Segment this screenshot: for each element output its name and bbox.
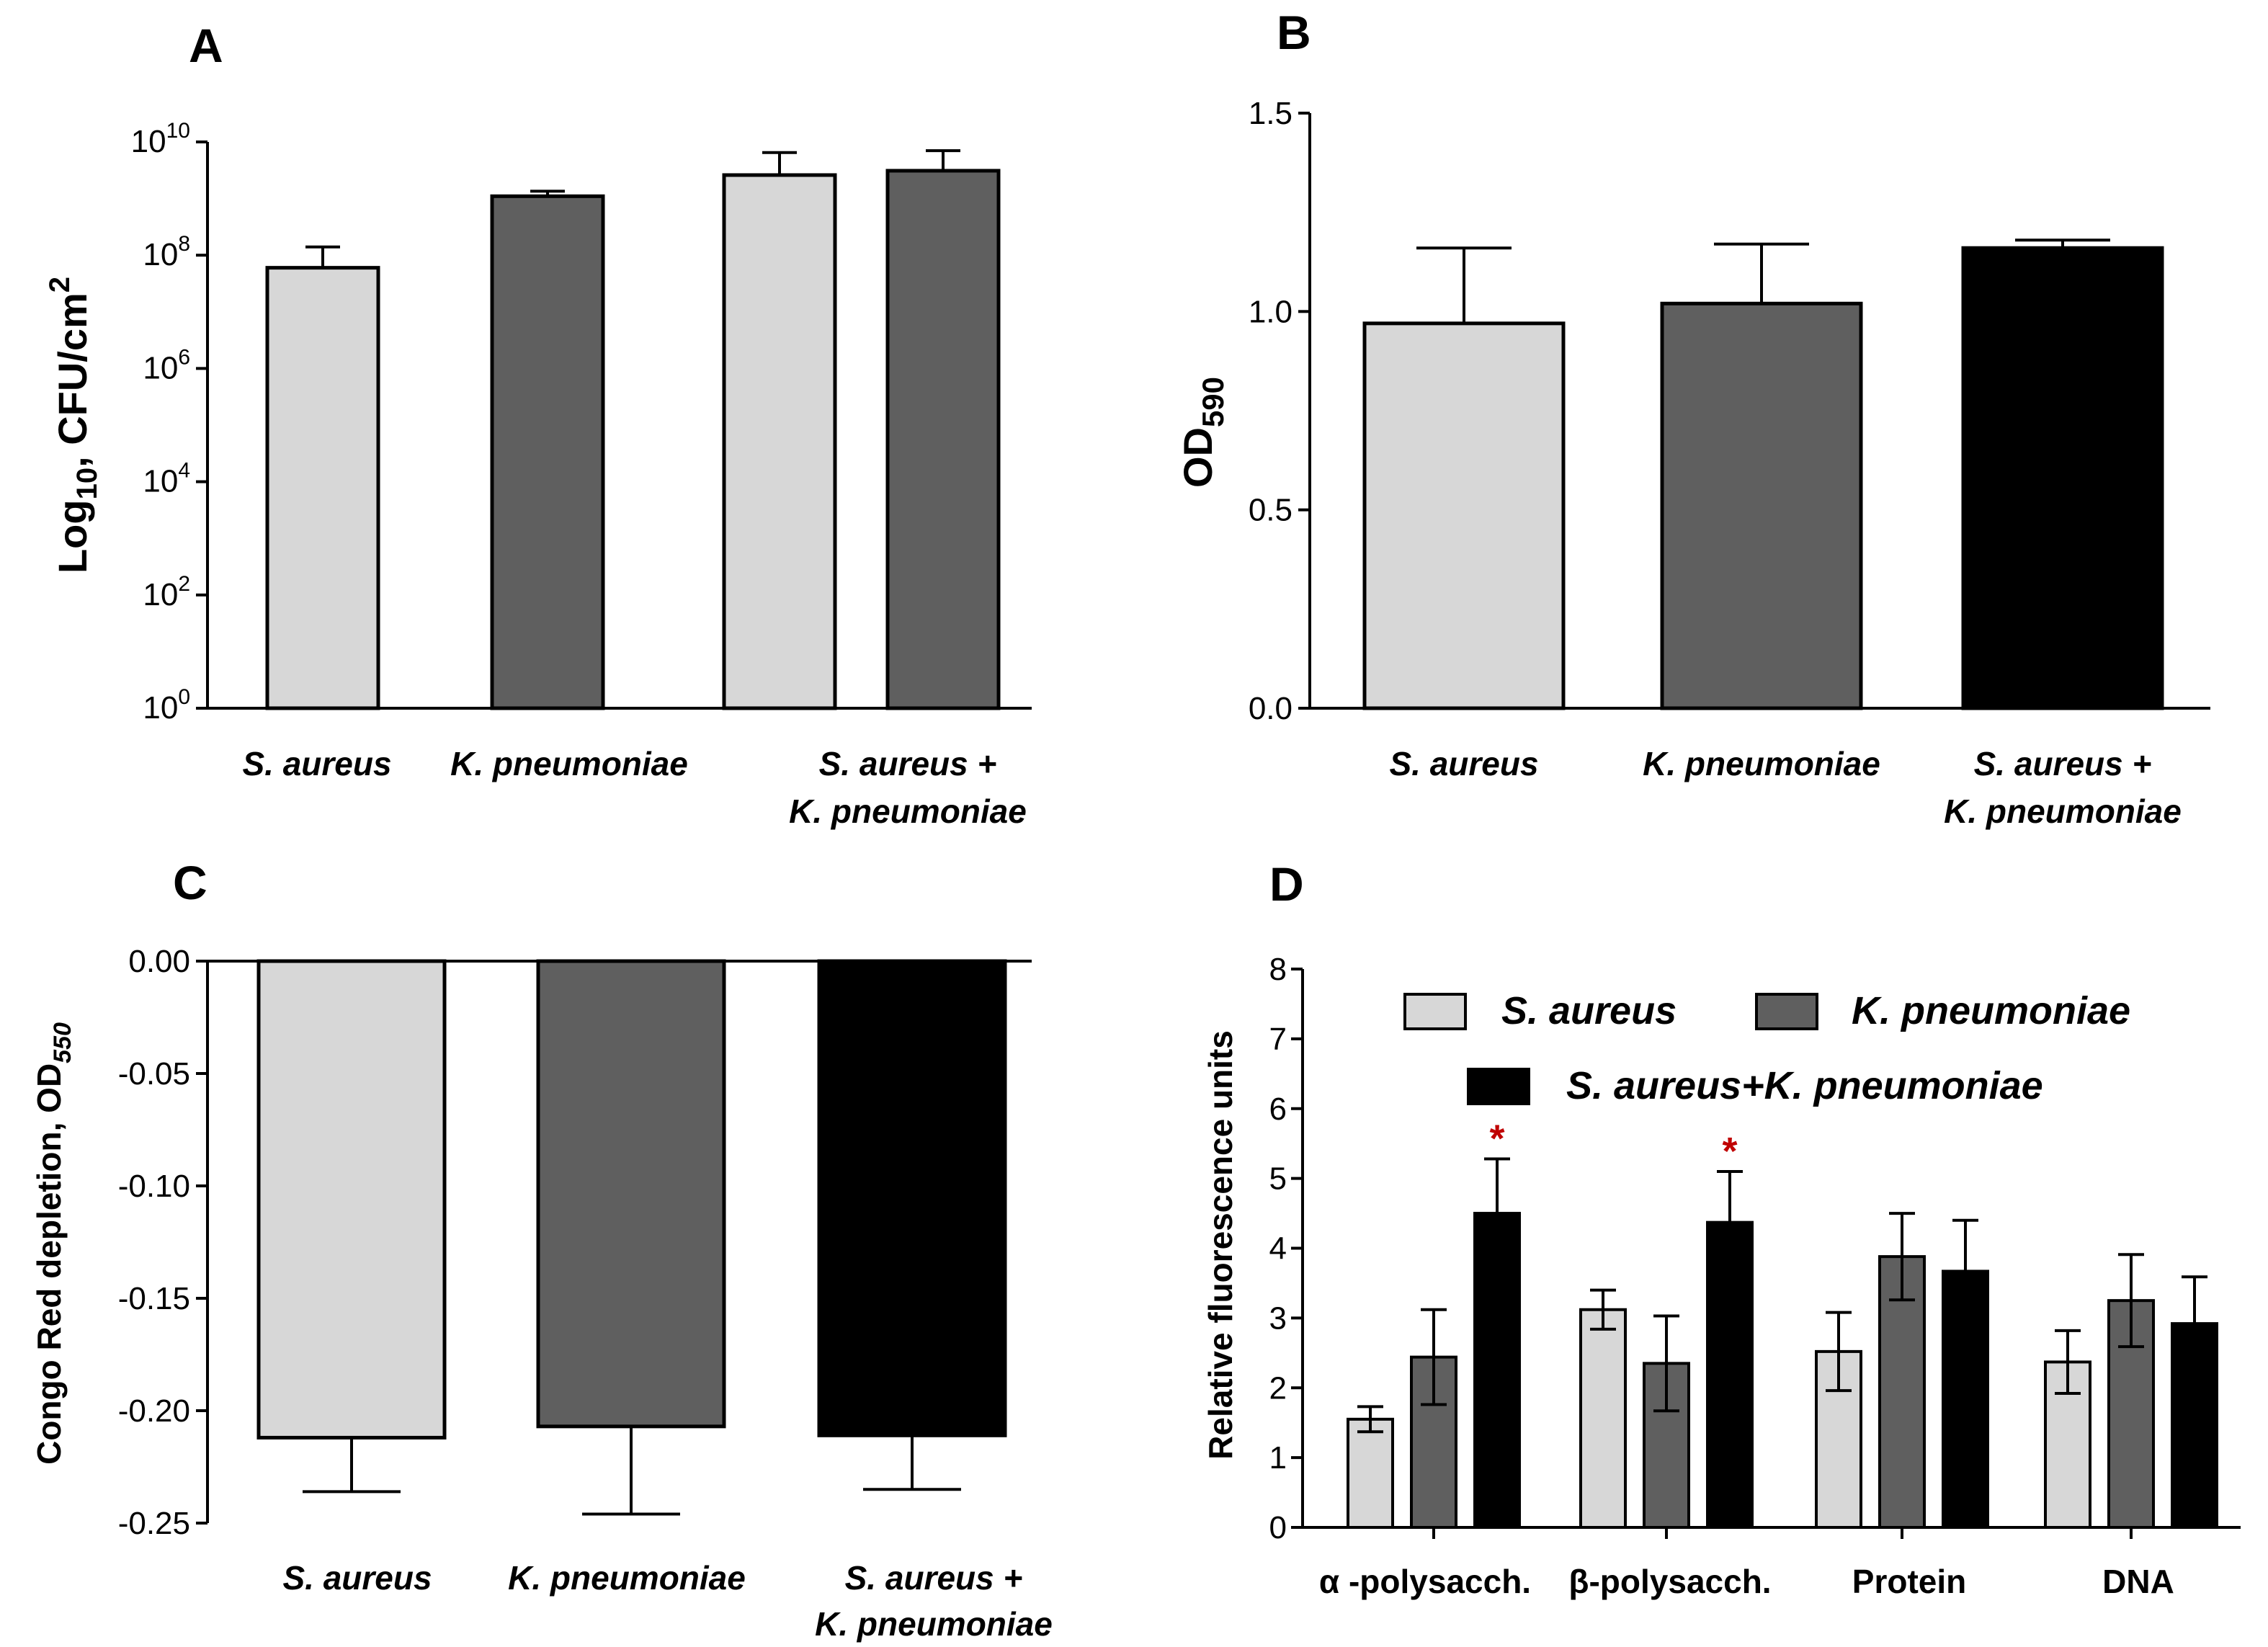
panel-b-y-tick-label: 1.5 — [1249, 96, 1293, 131]
panel-d-legend-label: S. aureus — [1501, 989, 1677, 1032]
panel-c-y-tick-label: -0.15 — [118, 1281, 190, 1316]
panel-d-y-tick-label: 2 — [1269, 1370, 1287, 1406]
panel-a-category-label: S. aureus + — [819, 745, 997, 782]
panel-a-y-tick-label: 102 — [143, 572, 190, 612]
panel-a-bar — [490, 194, 605, 710]
panel-c-y-axis-label: Congo Red depletion, OD550 — [30, 1022, 76, 1465]
panel-a-y-tick-label: 104 — [143, 459, 190, 499]
panel-c-y-tick-label: -0.10 — [118, 1169, 190, 1204]
panel-a-category-label: K. pneumoniae — [789, 793, 1027, 830]
panel-d-bar — [2171, 1322, 2218, 1529]
panel-c-bar — [817, 959, 1007, 1437]
panel-d-legend-swatch — [1755, 993, 1818, 1030]
panel-d-y-tick-label: 7 — [1269, 1022, 1287, 1057]
panel-b-chart: 0.0 0.5 1.0 1.5 S. aureus K. pneumoniae S. aur… — [1175, 96, 2210, 830]
panel-letter-c: C — [173, 856, 207, 909]
panel-d-bar — [1347, 1417, 1394, 1529]
panel-c-category-label: K. pneumoniae — [815, 1605, 1053, 1643]
panel-a-y-tick-label: 106 — [143, 345, 190, 385]
panel-d-category-label: Protein — [1852, 1563, 1966, 1600]
panel-d-y-tick-label: 4 — [1269, 1231, 1287, 1267]
panel-b-category-label: K. pneumoniae — [1643, 745, 1880, 782]
panel-d-category-label: β-polysacch. — [1568, 1563, 1771, 1600]
panel-d-y-tick-label: 0 — [1269, 1510, 1287, 1545]
panel-b-category-label: S. aureus — [1389, 745, 1538, 782]
panel-d-chart: 0 1 2 3 4 5 6 7 8 * * α -polysacch. β-polysacch. Prot… — [1202, 952, 2241, 1600]
panel-b-bar — [1660, 301, 1863, 710]
panel-c-bar — [536, 959, 726, 1429]
panel-c-bar — [256, 959, 447, 1440]
panel-c-category-label: S. aureus + — [845, 1559, 1023, 1597]
panel-letter-a: A — [189, 19, 223, 72]
panel-b-bar — [1362, 321, 1566, 710]
panel-d-legend-swatch — [1403, 993, 1467, 1030]
panel-d-bar — [1579, 1308, 1627, 1529]
panel-b-category-label: S. aureus + — [1974, 745, 2152, 782]
panel-a-chart: 100 102 104 106 108 1010 S. aureus K. pneumonia… — [44, 119, 1032, 830]
panel-b-bar — [1961, 246, 2164, 710]
panel-c-chart: 0.00 -0.05 -0.10 -0.15 -0.20 -0.25 S. aureus K.… — [30, 944, 1053, 1643]
panel-a-bar — [265, 266, 380, 710]
panel-d-y-tick-label: 3 — [1269, 1300, 1287, 1336]
panel-d-significance-star: * — [1722, 1130, 1737, 1173]
panel-c-y-tick-label: -0.05 — [118, 1056, 190, 1092]
panel-a-y-tick-label: 100 — [143, 685, 190, 726]
panel-d-y-axis-label: Relative fluorescence units — [1202, 1030, 1239, 1460]
panel-d-y-tick-label: 6 — [1269, 1092, 1287, 1127]
panel-d-category-label: DNA — [2102, 1563, 2174, 1600]
panel-b-y-tick-label: 0.0 — [1249, 691, 1293, 726]
panel-d-y-tick-label: 1 — [1269, 1440, 1287, 1476]
panel-d-significance-star: * — [1489, 1117, 1504, 1161]
panel-d-legend-label: S. aureus+K. pneumoniae — [1566, 1064, 2043, 1107]
panel-c-y-tick-label: 0.00 — [128, 944, 190, 979]
panel-b-category-label: K. pneumoniae — [1944, 793, 2182, 830]
panel-letter-b: B — [1277, 6, 1311, 59]
panel-d-y-tick-label: 5 — [1269, 1161, 1287, 1197]
panel-b-y-tick-label: 1.0 — [1249, 294, 1293, 329]
panel-d-legend-label: K. pneumoniae — [1852, 989, 2130, 1032]
panel-a-y-axis-label: Log10, CFU/cm2 — [44, 277, 103, 573]
panel-c-category-label: K. pneumoniae — [508, 1559, 746, 1597]
panel-a-y-tick-label: 1010 — [131, 119, 190, 159]
panel-d-category-label: α -polysacch. — [1319, 1563, 1531, 1600]
panel-a-y-tick-label: 108 — [143, 232, 190, 272]
panel-c-y-tick-label: -0.25 — [118, 1506, 190, 1541]
panel-b-y-axis-label: OD590 — [1175, 377, 1230, 488]
panel-b-y-tick-label: 0.5 — [1249, 493, 1293, 528]
panel-d-legend-swatch — [1467, 1068, 1530, 1105]
panel-letter-d: D — [1269, 857, 1304, 911]
panel-d-y-tick-label: 8 — [1269, 952, 1287, 987]
panel-a-bar — [722, 173, 837, 710]
panel-c-y-tick-label: -0.20 — [118, 1393, 190, 1429]
panel-c-category-label: S. aureus — [282, 1559, 432, 1597]
panel-a-category-label: S. aureus — [242, 745, 391, 782]
panel-a-category-label: K. pneumoniae — [450, 745, 688, 782]
panel-a-bar — [885, 169, 1001, 710]
